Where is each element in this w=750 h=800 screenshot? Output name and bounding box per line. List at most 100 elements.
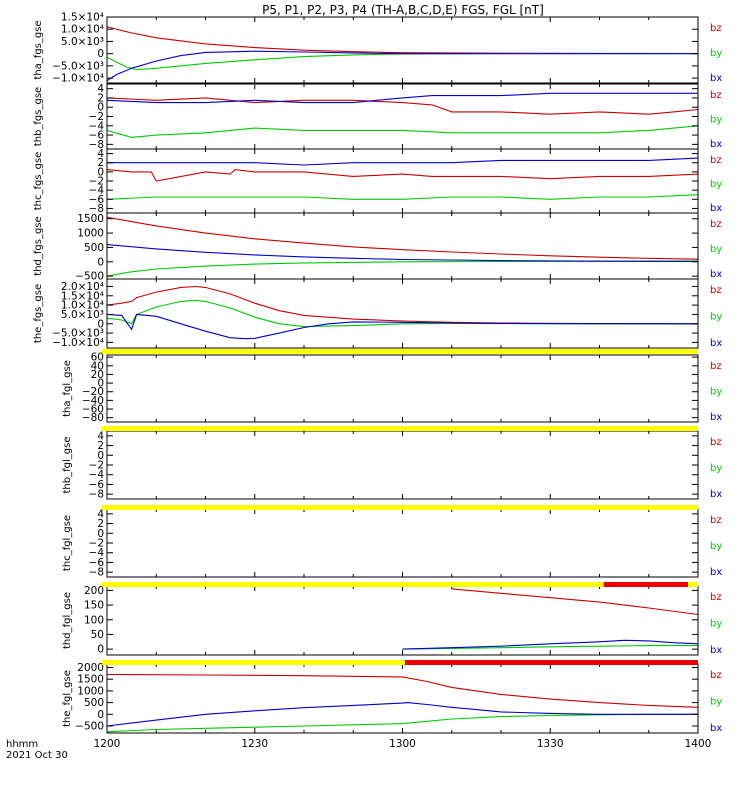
y-tick-label: 100 [84,614,104,626]
panel-frame [106,663,699,734]
y-tick-label: 4 [97,148,104,160]
panel-frame [106,148,699,214]
legend-bx: bx [710,489,722,500]
series-line-bx [107,313,698,340]
series-line-bz [107,285,698,325]
y-tick-label: 20 [91,369,104,381]
x-tick-label: 1200 [94,738,121,750]
series-line-by [107,125,698,138]
x-tick-label: 1300 [389,738,416,750]
panel-label: thb_fgs_gse [33,87,44,146]
series-line-bz [107,26,698,55]
y-tick-label: 1000 [77,685,104,697]
panel-frame [106,430,699,500]
legend-bx: bx [710,567,722,578]
y-tick-label: 0 [97,528,104,540]
flag-bar-segment-yellow [688,582,698,587]
y-tick-label: 2000 [77,662,104,674]
y-tick-label: 1.5×10⁴ [61,290,104,302]
legend-bx: bx [710,723,722,734]
x-tick-label: 1230 [241,738,268,750]
y-tick-label: −1.0×10⁴ [52,73,104,85]
y-tick-label: −8 [89,203,104,215]
y-tick-label: 0 [97,102,104,114]
legend-by: by [710,463,722,474]
y-tick-label: 0 [97,48,104,60]
series-line-bz [107,673,698,708]
legend-bx: bx [710,269,722,280]
legend-bx: bx [710,73,722,84]
y-tick-label: −6 [89,479,105,491]
y-tick-label: −40 [82,395,104,407]
series-line-by [107,713,698,733]
y-tick-label: −5.0×10³ [52,60,104,72]
legend-bz: bz [710,437,722,448]
flag-bar-segment-yellow [102,426,698,431]
legend-bx: bx [710,412,722,423]
legend-by: by [710,115,722,126]
panel-label: thd_fgl_gse [62,592,73,649]
y-tick-label: 0 [97,450,104,462]
y-tick-label: 0 [97,256,104,268]
y-tick-label: 2.0×10⁴ [61,281,104,293]
flag-bar-segment-yellow [102,582,604,587]
panel-label: thc_fgs_gse [33,152,44,211]
y-tick-label: −8 [89,139,104,151]
y-tick-label: −4 [89,120,105,132]
series-line-bx [107,244,698,263]
series-line-bz [107,216,698,260]
series-line-bz [451,588,698,616]
series-line-bz [107,169,698,182]
panel-thb_fgs_gse: 420−2−4−6−8 thb_fgs_gse bz by bx [33,83,722,151]
flag-bar-segment-red [603,582,689,587]
y-tick-label: 4 [97,83,104,95]
panel-frame [106,278,699,349]
legend-bz: bz [710,361,722,372]
series-line-bx [107,50,698,82]
flag-bars-group [102,349,698,665]
y-tick-label: 0 [97,644,104,656]
y-tick-label: −4 [89,469,105,481]
y-tick-label: −2 [89,538,104,550]
panel-label: tha_fgl_gse [62,360,73,417]
series-line-bx [107,92,698,104]
y-tick-label: 150 [84,600,104,612]
y-tick-label: 200 [84,585,104,597]
panel-label: thb_fgl_gse [62,437,73,494]
y-tick-label: 5.0×10³ [61,36,104,48]
series-line-bz [107,97,698,115]
y-tick-label: 1500 [77,213,104,225]
series-line-by [107,194,698,200]
legend-bz: bz [710,592,722,603]
panel-frame [106,354,699,423]
y-tick-label: 1500 [77,674,104,686]
y-tick-label: 4 [97,430,104,442]
panel-label: the_fgs_gse [33,284,44,343]
legend-by: by [710,48,722,59]
y-tick-label: 500 [84,242,104,254]
legend-by: by [710,619,722,630]
series-line-by [107,260,698,277]
legend-bx: bx [710,203,722,214]
panels-group: 1.5×10⁴1.0×10⁴5.0×10³0−5.0×10³−1.0×10⁴th… [33,12,722,735]
y-tick-label: 60 [91,352,104,364]
y-tick-label: −8 [89,567,104,579]
panel-frame [106,16,699,84]
flag-bar-segment-yellow [102,660,405,665]
panel-label: thd_fgs_gse [33,216,44,275]
y-tick-label: 50 [91,629,104,641]
panel-frame [106,585,699,656]
y-tick-label: 500 [84,697,104,709]
y-tick-label: 40 [91,360,104,372]
flag-bar-segment-yellow [102,349,698,354]
y-tick-label: −2 [89,111,104,123]
y-tick-label: −4 [89,547,105,559]
y-tick-label: −8 [89,489,104,501]
panel-label: thc_fgl_gse [62,515,73,571]
panel-frame [106,508,699,578]
y-tick-label: 0 [97,166,104,178]
y-tick-label: −2 [89,460,104,472]
